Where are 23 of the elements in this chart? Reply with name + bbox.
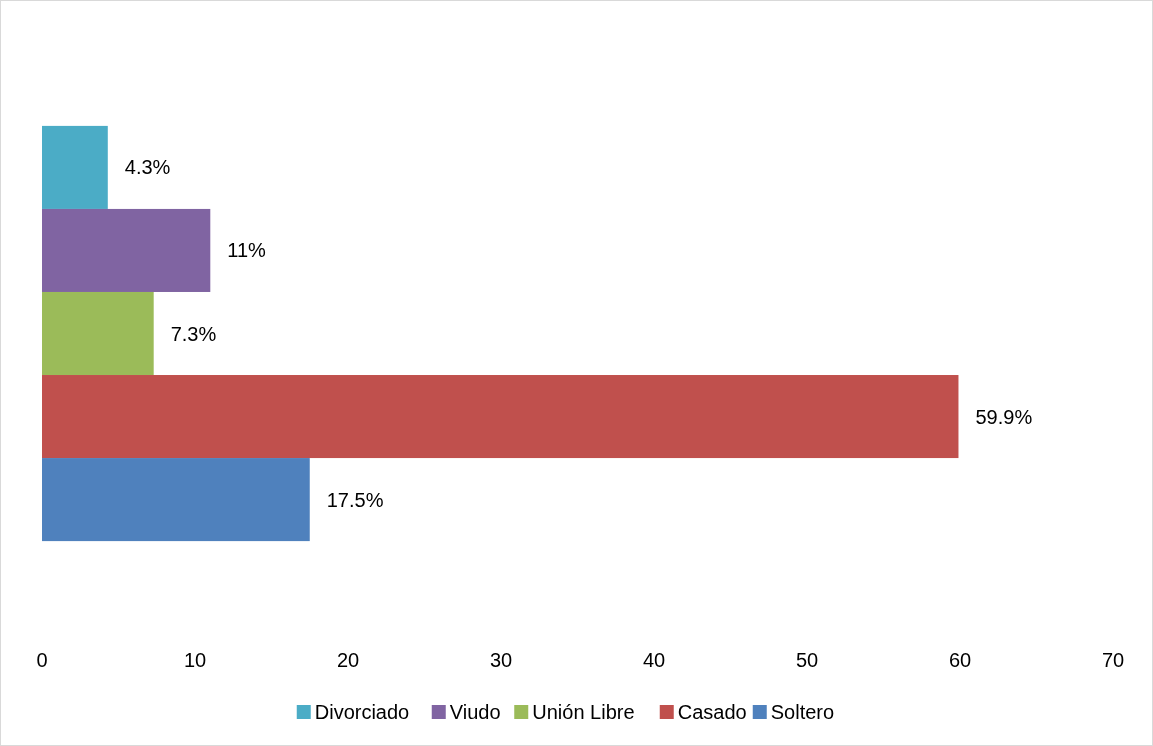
data-label: 59.9% <box>975 405 1033 428</box>
data-label: 11% <box>227 239 267 262</box>
x-tick-label: 40 <box>642 649 666 671</box>
legend-label: Unión Libre <box>532 701 635 723</box>
bar <box>42 375 959 459</box>
bar <box>42 125 108 209</box>
x-tick-label: 60 <box>948 649 972 671</box>
data-label: 4.3% <box>124 156 171 179</box>
legend-label: Casado <box>677 701 747 723</box>
x-tick-label: 30 <box>489 649 513 671</box>
x-tick-label: 10 <box>183 649 207 671</box>
x-tick-label: 50 <box>795 649 819 671</box>
bar <box>42 208 211 292</box>
x-tick-label: 20 <box>336 649 360 671</box>
legend-label: Soltero <box>770 701 835 723</box>
legend-label: Divorciado <box>314 701 410 723</box>
data-label: 7.3% <box>170 322 217 345</box>
x-tick-label: 70 <box>1101 649 1125 671</box>
bar <box>42 458 310 542</box>
legend-label: Viudo <box>449 701 501 723</box>
x-tick-label: 0 <box>36 649 48 671</box>
bar <box>42 291 154 376</box>
data-label: 17.5% <box>326 488 384 511</box>
